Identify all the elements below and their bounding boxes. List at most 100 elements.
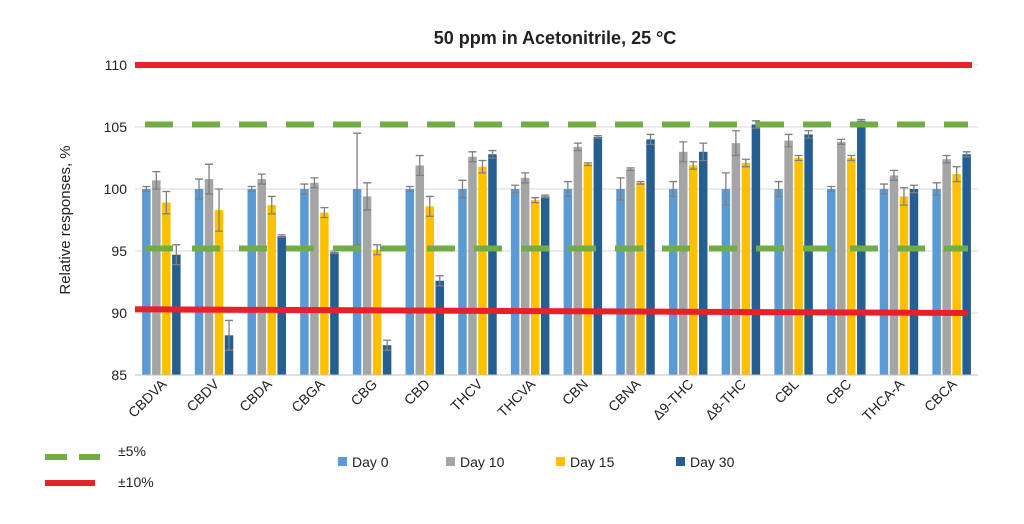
y-tick-label: 105 <box>104 119 128 135</box>
x-tick-label: THCV <box>447 375 486 414</box>
bar-day-0 <box>300 189 309 375</box>
y-tick-label: 90 <box>111 305 127 321</box>
error-bar <box>363 182 372 211</box>
bar-day-10 <box>520 177 530 375</box>
bar-day-15 <box>952 174 961 375</box>
bar-day-0 <box>721 189 731 375</box>
x-tick-label: CBDVA <box>125 375 170 420</box>
error-bar <box>373 244 382 256</box>
error-bar <box>847 154 856 162</box>
error-bar <box>300 183 309 195</box>
bar-day-15 <box>320 212 329 375</box>
legend-label-day: Day 15 <box>570 454 615 470</box>
legend-label-day: Day 0 <box>352 454 389 470</box>
error-bar <box>511 184 520 194</box>
error-bar <box>247 185 256 193</box>
error-bar <box>583 162 592 167</box>
bar-day-10 <box>837 141 846 375</box>
error-bar <box>277 234 286 239</box>
error-bar <box>458 179 467 199</box>
bar-day-10 <box>362 196 372 375</box>
error-bar <box>899 187 908 206</box>
reference-line-10pct <box>134 306 969 316</box>
bar-day-15 <box>794 158 803 375</box>
error-bar <box>563 180 572 198</box>
bar-day-0 <box>352 189 362 375</box>
error-bar <box>889 169 898 181</box>
x-tick-label: CBN <box>559 376 591 408</box>
bar-day-30 <box>382 345 392 375</box>
bar-day-0 <box>510 189 520 375</box>
error-bar <box>827 185 836 193</box>
bar-day-10 <box>731 143 741 375</box>
error-bar <box>310 177 319 189</box>
bar-day-15 <box>267 205 276 375</box>
error-bar <box>942 154 951 164</box>
x-tick-label: CBG <box>347 376 380 409</box>
bar-day-10 <box>152 180 161 375</box>
error-bar <box>142 185 151 193</box>
bar-day-10 <box>889 175 899 375</box>
bar-day-30 <box>172 254 181 375</box>
bar-day-15 <box>899 196 909 375</box>
legend-label-10pct: ±10% <box>118 474 154 490</box>
x-tick-label: THCVA <box>494 375 539 420</box>
legend-swatch-day <box>446 457 455 466</box>
error-bar <box>879 183 888 195</box>
bar-day-30 <box>488 154 497 375</box>
x-tick-label: Δ9-THC <box>649 376 696 423</box>
bar-day-10 <box>678 151 688 375</box>
bar-day-10 <box>573 146 583 375</box>
bar-day-0 <box>405 189 415 375</box>
error-bar <box>731 130 740 157</box>
error-bar <box>215 188 224 232</box>
bar-day-30 <box>804 134 813 375</box>
bar-day-15 <box>530 200 540 375</box>
error-bar <box>689 161 698 170</box>
x-tick-label: CBL <box>771 376 802 407</box>
error-bar <box>774 180 783 198</box>
bar-day-10 <box>415 165 425 375</box>
error-bar <box>909 184 918 194</box>
bar-day-30 <box>435 280 445 375</box>
bar-day-10 <box>257 179 266 375</box>
x-tick-label: CBGA <box>288 375 328 415</box>
bar-day-0 <box>458 189 467 375</box>
error-bar <box>646 133 655 146</box>
bar-day-10 <box>784 140 793 375</box>
error-bar <box>205 163 214 195</box>
bar-day-15 <box>583 164 593 375</box>
bar-day-30 <box>277 236 286 375</box>
bar-day-0 <box>194 189 204 375</box>
bar-day-10 <box>942 159 951 375</box>
chart-title: 50 ppm in Acetonitrile, 25 °C <box>434 28 677 48</box>
bar-day-0 <box>563 189 573 375</box>
bar-day-15 <box>425 206 435 375</box>
error-bar <box>804 130 813 139</box>
error-bar <box>267 195 276 215</box>
error-bar <box>521 172 530 184</box>
x-tick-label: CBD <box>401 376 433 408</box>
bar-day-15 <box>688 165 698 375</box>
bar-day-15 <box>214 210 224 375</box>
error-bar <box>679 141 688 163</box>
error-bar <box>257 173 266 185</box>
error-bar <box>225 319 234 351</box>
bar-day-10 <box>468 156 477 375</box>
error-bar <box>405 185 414 193</box>
bar-day-0 <box>668 189 678 375</box>
bar-day-15 <box>636 182 645 375</box>
error-bar <box>425 195 434 217</box>
bar-day-30 <box>698 151 708 375</box>
x-tick-label: CBNA <box>605 375 644 414</box>
y-axis-label: Relative responses, % <box>57 145 74 294</box>
bar-day-15 <box>741 162 751 375</box>
x-tick-label: THCA-A <box>859 375 908 424</box>
y-tick-label: 100 <box>104 181 128 197</box>
error-bar <box>162 190 171 215</box>
bar-day-30 <box>751 124 761 376</box>
error-bar <box>152 170 161 190</box>
error-bar <box>837 138 846 146</box>
error-bar <box>320 206 329 219</box>
